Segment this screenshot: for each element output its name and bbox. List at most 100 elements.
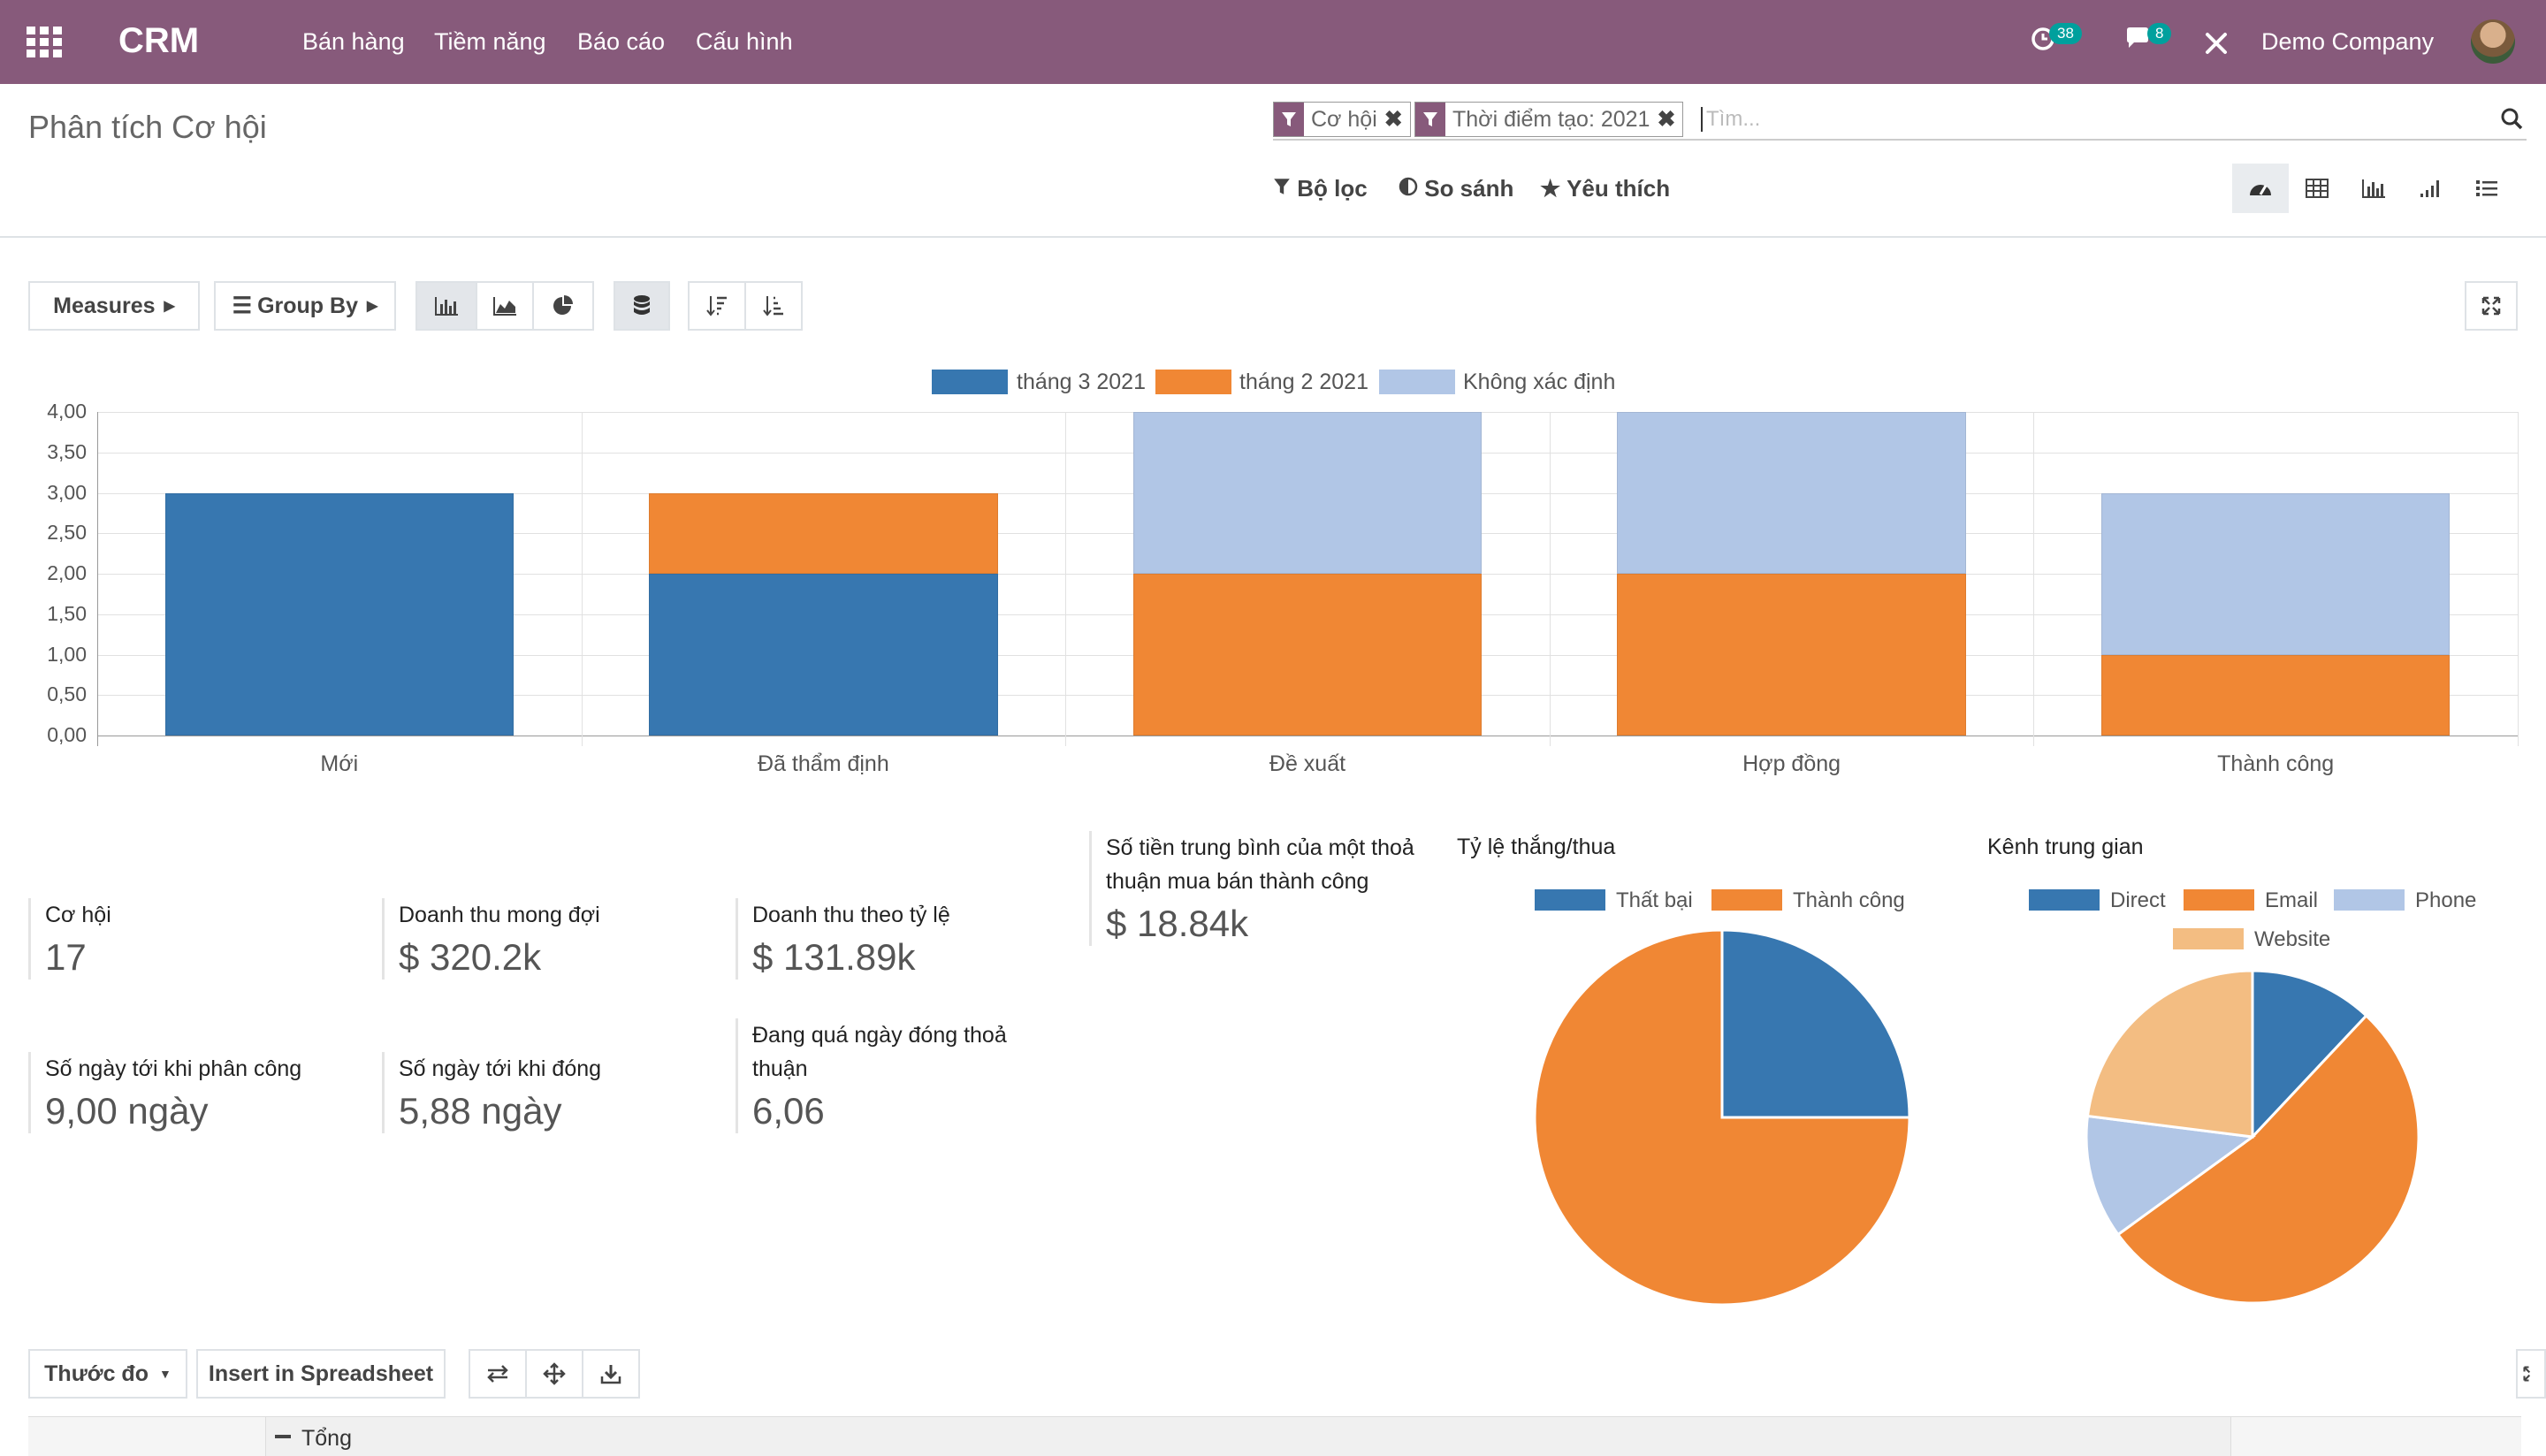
gridline-vertical [581,412,583,746]
favorites-dropdown[interactable]: ★ Yêu thích [1540,175,1670,202]
legend-label-1[interactable]: Email [2265,888,2318,912]
legend-swatch-march[interactable] [932,370,1008,394]
kpi-label: Doanh thu theo tỷ lệ [752,903,950,927]
messaging-button[interactable]: 8 [2124,23,2172,56]
measures-dropdown[interactable]: Measures ▶ [28,281,200,331]
bar-4-series-1[interactable] [2101,654,2451,736]
menu-item-leads[interactable]: Tiềm năng [434,28,546,55]
view-dashboard-button[interactable] [2232,164,2289,213]
apps-grid-icon[interactable] [27,27,62,57]
menu-item-config[interactable]: Cấu hình [696,28,793,55]
bar-chart: tháng 3 2021 tháng 2 2021 Không xác định… [0,354,2546,796]
pie-slice-2[interactable] [2085,1114,2256,1237]
view-cohort-button[interactable] [2402,164,2458,213]
search-input[interactable]: Tìm... [1701,107,1760,132]
legend-swatch-undefined[interactable] [1379,370,1455,394]
expand-all-button[interactable] [525,1349,583,1399]
compare-label: So sánh [1424,175,1514,202]
tools-icon[interactable] [2203,30,2230,57]
y-tick-label: 1,50 [47,601,87,625]
legend-swatch-2[interactable] [2334,889,2405,911]
kpi-overdue[interactable]: Đang quá ngày đóng thoả thuận 6,06 [736,1018,1044,1133]
menu-item-reporting[interactable]: Báo cáo [577,28,666,55]
kpi-label: Cơ hội [45,903,111,927]
search-bar: Cơ hội ✖ Thời điểm tạo: 2021 ✖ Tìm... [1273,102,2527,141]
bar-4-series-2[interactable] [2101,492,2451,655]
collapse-minus-icon [275,1435,291,1438]
activity-button[interactable]: 38 [2030,23,2082,56]
sort-descending-icon [706,296,727,316]
sort-ascending-button[interactable] [744,281,803,331]
insert-spreadsheet-button[interactable]: Insert in Spreadsheet [196,1349,446,1399]
bar-chart-button[interactable] [415,281,477,331]
bar-3-series-2[interactable] [1617,412,1966,574]
filters-label: Bộ lọc [1297,175,1368,202]
menu-item-sales[interactable]: Bán hàng [302,28,405,55]
kpi-average-deal[interactable]: Số tiền trung bình của một thoả thuận mu… [1089,831,1415,946]
pie-slice-3[interactable] [2085,969,2254,1139]
remove-facet-icon[interactable]: ✖ [1384,107,1403,132]
stacked-toggle-button[interactable] [614,281,670,331]
company-switcher[interactable]: Demo Company [2261,28,2435,55]
legend-label-0[interactable]: Direct [2110,888,2166,912]
search-facet-opportunity[interactable]: Cơ hội ✖ [1273,102,1411,137]
pie-slice-0[interactable] [2251,969,2368,1140]
kpi-days-to-assign[interactable]: Số ngày tới khi phân công 9,00 ngày [28,1052,363,1133]
compare-dropdown[interactable]: So sánh [1399,175,1513,202]
pivot-measures-dropdown[interactable]: Thước đo ▼ [28,1349,187,1399]
legend-label-1[interactable]: Thành công [1793,888,1905,912]
search-icon[interactable] [2500,107,2523,136]
flip-axis-button[interactable] [469,1349,527,1399]
pie-chart-win-loss: Thất bại Thành công [1450,875,1980,1317]
legend-swatch-0[interactable] [1535,889,1605,911]
view-graph-button[interactable] [2345,164,2402,213]
bar-chart-icon [2362,179,2385,198]
legend-swatch-0[interactable] [2029,889,2100,911]
download-button[interactable] [582,1349,640,1399]
y-tick-label: 0,50 [47,682,87,706]
kpi-prorated-revenue[interactable]: Doanh thu theo tỷ lệ $ 131.89k [736,898,1071,980]
legend-swatch-1[interactable] [2184,889,2254,911]
view-pivot-button[interactable] [2289,164,2345,213]
legend-label-2[interactable]: Phone [2415,888,2476,912]
line-chart-button[interactable] [476,281,534,331]
filters-dropdown[interactable]: Bộ lọc [1273,175,1368,202]
legend-label-undefined[interactable]: Không xác định [1463,370,1616,394]
legend-label-february[interactable]: tháng 2 2021 [1239,370,1368,394]
view-list-button[interactable] [2458,164,2515,213]
pie-slice-1[interactable] [1533,928,1911,1307]
expand-button[interactable] [2465,281,2518,331]
bar-3-series-1[interactable] [1617,574,1966,736]
bar-2-series-2[interactable] [1132,412,1483,574]
table-icon [2306,179,2329,198]
kpi-days-to-close[interactable]: Số ngày tới khi đóng 5,88 ngày [382,1052,717,1133]
pivot-total-label: Tổng [301,1426,352,1451]
bar-1-series-0[interactable] [649,574,998,736]
kpi-opportunities[interactable]: Cơ hội 17 [28,898,363,980]
legend-swatch-february[interactable] [1155,370,1231,394]
remove-facet-icon[interactable]: ✖ [1657,107,1676,132]
groupby-label: Group By [257,293,358,318]
legend-label-3[interactable]: Website [2254,927,2330,951]
user-avatar[interactable] [2471,19,2515,64]
legend-label-march[interactable]: tháng 3 2021 [1017,370,1146,394]
app-name[interactable]: CRM [118,21,200,60]
pie-chart-button[interactable] [532,281,594,331]
bar-0-series-0[interactable] [164,492,514,736]
pie-svg: Thất bại Thành công [1533,888,1911,1307]
legend-label-0[interactable]: Thất bại [1616,888,1693,912]
pie-slice-0[interactable] [1720,928,1911,1119]
search-facet-created-date[interactable]: Thời điểm tạo: 2021 ✖ [1414,102,1684,137]
bar-2-series-1[interactable] [1132,574,1483,736]
pivot-total-header[interactable]: Tổng [265,1417,2231,1456]
legend-swatch-3[interactable] [2173,928,2244,949]
groupby-dropdown[interactable]: ☰ Group By ▶ [214,281,396,331]
legend-swatch-1[interactable] [1711,889,1782,911]
pivot-expand-button[interactable] [2516,1349,2546,1399]
sort-descending-button[interactable] [688,281,746,331]
bar-1-series-1[interactable] [649,492,998,574]
pie-slice-1[interactable] [2115,1013,2420,1305]
top-navbar: CRM Bán hàng Tiềm năng Báo cáo Cấu hình … [0,0,2546,84]
kpi-expected-revenue[interactable]: Doanh thu mong đợi $ 320.2k [382,898,717,980]
expand-icon [2481,296,2501,316]
